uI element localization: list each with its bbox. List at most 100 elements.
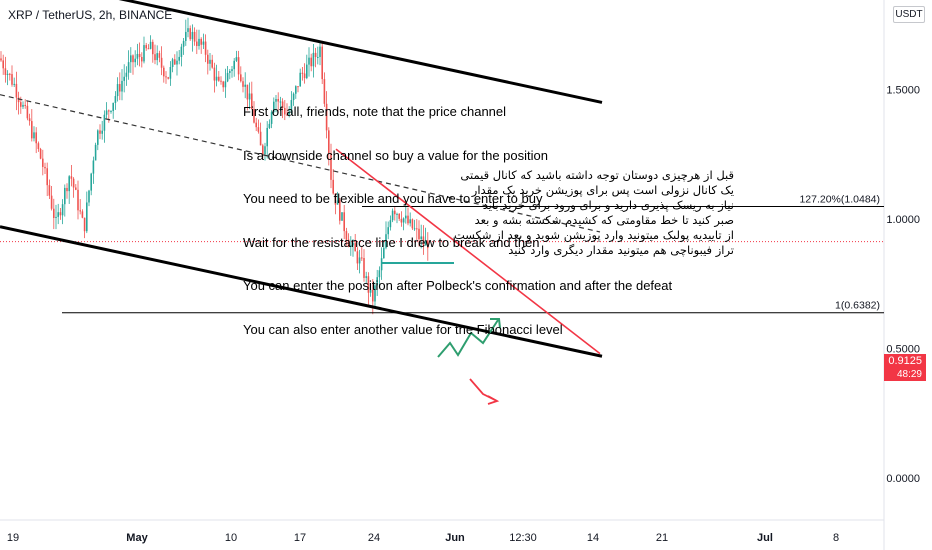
candle-body [79,210,81,212]
candle-body [72,178,75,188]
candle-body [224,81,227,88]
price-axis-tick-label: 0.0000 [886,473,920,485]
candle-body [116,84,119,97]
candle-body [284,107,286,115]
candle-body [235,57,238,61]
english-annotation-line: You can enter the position after Polbeck… [243,278,673,293]
candle-body [244,84,246,87]
candle-body [97,130,99,145]
persian-annotation-line: از تاییدیه پولبک میتونید وارد پوزیشن شوی… [453,228,734,242]
candle-body [286,114,288,116]
candle-body [240,74,242,82]
time-axis-tick-label: 12:30 [509,532,537,544]
candle-body [11,74,13,85]
candle-body [53,208,55,218]
candle-body [383,247,385,259]
candle-body [125,72,128,77]
candle-body [42,158,44,167]
candle-body [279,101,282,103]
english-annotation-line: You need to be flexible and you have to … [243,191,543,206]
candle-body [110,111,112,113]
candle-body [105,110,108,115]
candle-body [416,228,418,230]
persian-annotation-line: تراز فیبوناچی هم میتونید مقدار دیگری وار… [508,243,734,257]
channel-lower-line[interactable] [0,225,603,358]
candle-body [68,176,70,192]
candle-body [325,103,328,131]
candle-body [398,213,400,219]
time-axis[interactable]: 19 May 10 17 24 Jun 12:30 14 21 Jul 8 [7,532,839,544]
bullish-arrow-head [490,318,501,329]
candle-body [48,185,51,196]
candle-body [160,57,163,68]
english-annotation[interactable]: First of all, friends, note that the pri… [243,76,672,352]
candle-body [303,73,306,79]
candle-body [92,160,95,174]
price-axis-bg [885,0,932,520]
candle-body [171,59,174,68]
candle-body [301,72,304,74]
candle-body [44,166,46,169]
candle-body [86,202,88,232]
candle-body [191,31,194,40]
candle-body [180,46,183,57]
time-axis-tick-label: 14 [587,532,599,544]
candle-body [70,176,73,179]
candle-body [163,67,165,77]
candle-body [50,195,53,209]
candle-body [310,57,312,67]
candle-body [409,219,411,224]
candle-body [257,127,260,132]
candle-body [207,54,209,64]
english-annotation-line: You can also enter another value for the… [243,321,563,337]
time-axis-tick-label: 21 [656,532,668,544]
candle-body [402,218,405,223]
persian-annotation[interactable]: قبل از هرچیزی دوستان توجه داشته باشید که… [453,168,734,258]
symbol-title[interactable]: XRP / TetherUS, 2h, BINANCE [8,8,173,22]
candle-body [46,168,48,186]
candle-body [156,53,158,61]
candle-body [369,289,372,293]
candle-body [24,104,26,106]
candle-body [281,101,284,108]
candle-body [251,93,253,110]
candle-body [374,285,376,302]
candle-body [141,57,143,62]
candle-body [119,84,121,92]
persian-annotation-line: قبل از هرچیزی دوستان توجه داشته باشید که… [460,168,734,182]
candle-body [88,190,90,203]
candle-body [55,216,57,218]
candle-body [187,28,189,32]
candle-body [123,76,125,81]
candle-body [174,59,176,65]
candle-body [83,217,86,232]
channel-upper-line[interactable] [0,0,603,104]
candle-body [400,218,403,223]
candle-body [169,67,172,79]
candle-body [204,41,207,55]
bearish-path-arrow[interactable] [469,378,498,402]
candle-body [378,270,381,278]
candle-body [198,38,200,47]
fib-level-127-label: 127.20%(1.0484) [799,193,880,205]
candle-body [343,212,345,232]
candle-body [13,83,15,85]
candle-body [149,41,152,49]
candle-body [220,80,222,82]
candle-body [387,227,389,235]
candle-body [196,41,198,47]
candle-body [394,210,396,215]
candle-body [427,240,429,249]
candle-body [259,131,262,146]
resistance-trendline[interactable] [335,148,601,355]
bullish-path-arrow[interactable] [437,319,499,358]
english-annotation-line: Wait for the resistance line I drew to b… [243,234,540,250]
bar-countdown-label: 48:29 [884,368,926,381]
candle-body [202,41,205,45]
candle-body [361,257,363,259]
channel-mid-dashed-line[interactable] [0,94,601,233]
currency-button[interactable]: USDT [893,6,925,23]
persian-annotation-line: صبر کنید تا خط مقاومتی که کشیدم شکسته بش… [474,213,734,227]
candle-body [323,79,326,104]
